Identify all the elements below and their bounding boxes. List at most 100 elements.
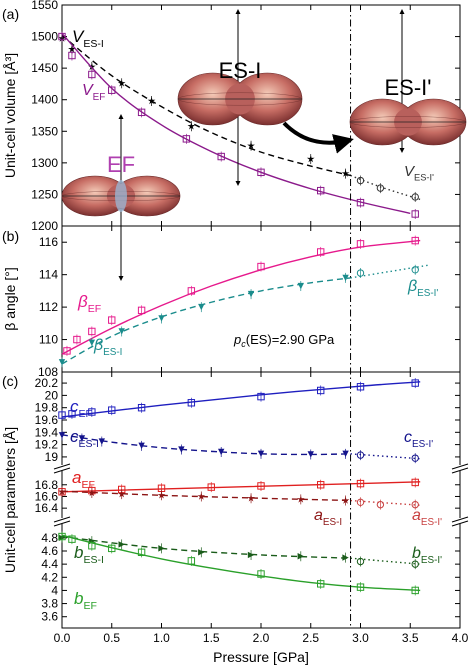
y-tick-label: 16.6 <box>35 489 59 503</box>
series-label-subscript: EF <box>83 600 97 612</box>
y-tick-label: 19.6 <box>35 413 59 427</box>
y-tick-label: 1450 <box>31 61 58 75</box>
inset-label-es1p: ES-I' <box>385 75 432 100</box>
ef-ring <box>115 180 127 212</box>
fit-line <box>350 499 421 506</box>
axis-break-gap <box>54 518 70 524</box>
series-label: VES-I <box>72 27 104 50</box>
x-tick-label: 3.5 <box>402 631 419 645</box>
x-tick-label: 2.0 <box>253 631 270 645</box>
series-b_ES-I' <box>350 556 421 570</box>
series-label-subscript: ES-I' <box>412 439 433 450</box>
series-label-subscript: ES-I <box>83 38 103 50</box>
series-beta_EF <box>61 235 421 356</box>
fit-line <box>61 239 421 355</box>
fit-line <box>61 490 351 502</box>
x-tick-label: 3.0 <box>352 631 369 645</box>
axis-break-mark <box>53 463 71 470</box>
series-label: cES-I <box>70 427 99 450</box>
transition-label-rest: (ES)=2.90 GPa <box>246 332 335 347</box>
series-label: βEF <box>77 292 102 315</box>
series-label-subscript: EF <box>93 92 106 103</box>
inset-es1: ES-I <box>177 9 303 186</box>
y-tick-label: 19 <box>45 450 59 464</box>
series-label-subscript: ES-I <box>79 438 99 450</box>
y-tick-label: 4.6 <box>41 544 58 558</box>
series-beta_ES-I <box>58 272 351 368</box>
series-c_ES-I' <box>350 450 421 464</box>
series-label-subscript: ES-I' <box>417 288 438 299</box>
x-tick-label: 1.0 <box>153 631 170 645</box>
y-tick-label: 110 <box>39 333 58 347</box>
series-b_EF <box>58 531 421 596</box>
y-tick-label: 19.2 <box>35 438 59 452</box>
axis-break-mark <box>451 467 469 474</box>
series-beta_ES-I' <box>350 264 431 279</box>
x-tick-label: 1.5 <box>203 631 220 645</box>
es1-ellipsoid <box>177 72 303 126</box>
axis-break-mark <box>53 520 71 527</box>
series-label: bES-I' <box>412 545 442 566</box>
y-tick-label: 4.4 <box>41 557 58 571</box>
x-tick-label: 0.0 <box>54 631 71 645</box>
series-c_ES-I <box>58 430 351 460</box>
y-tick-label: 1500 <box>31 30 58 44</box>
fit-line <box>61 534 421 592</box>
inset-label-ef: EF <box>107 152 135 177</box>
series-label: βES-I <box>93 337 122 358</box>
series-label: βES-I' <box>407 278 438 299</box>
series-label: VEF <box>82 82 105 103</box>
series-label-subscript: EF <box>79 408 93 420</box>
transformation-arrow <box>282 121 354 154</box>
x-tick-label: 4.0 <box>452 631 469 645</box>
fit-line <box>61 481 421 493</box>
y-tick-label: 1250 <box>31 187 58 201</box>
y-axis-label-b: β angle [°] <box>2 267 18 330</box>
panel-b: 108 110 112 114 116 (b) β angle [°] βEF βES-I βES… <box>2 225 461 379</box>
series-V_EF <box>58 31 419 220</box>
x-axis-label: Pressure [GPa] <box>213 649 309 665</box>
y-axis-label-c: Unit-cell parameters [Å] <box>2 427 18 573</box>
y-tick-label: 4 <box>51 583 58 597</box>
series-label-subscript: ES-I <box>323 517 342 528</box>
y-tick-label: 1200 <box>31 219 58 233</box>
ellipsoid-meridian <box>349 116 467 128</box>
y-tick-label: 20.2 <box>35 376 59 390</box>
fit-line <box>61 277 351 365</box>
y-tick-label: 3.6 <box>41 610 58 624</box>
series-label-subscript: ES-I <box>83 554 103 566</box>
y-tick-label: 3.8 <box>41 597 58 611</box>
axis-break-gap <box>452 518 468 524</box>
panel-label-c: (c) <box>2 373 18 389</box>
inset-ef: EF <box>61 114 181 281</box>
y-tick-label: 1350 <box>31 124 58 138</box>
y-tick-label: 19.4 <box>35 425 59 439</box>
series-label: cES-I' <box>404 429 433 450</box>
y-tick-label: 108 <box>38 365 58 379</box>
y-tick-label: 1400 <box>31 93 58 107</box>
series-label: bEF <box>74 589 97 612</box>
fit-line <box>61 434 351 456</box>
series-c_EF <box>58 378 421 421</box>
y-tick-label: 16.4 <box>35 501 59 515</box>
ellipsoid-meridian <box>177 92 303 106</box>
series-label: aES-I' <box>412 507 442 528</box>
x-tick-label: 2.5 <box>302 631 319 645</box>
fit-line <box>61 381 421 418</box>
fit-line <box>61 535 351 559</box>
y-tick-label: 4.2 <box>41 570 58 584</box>
series-label-subscript: ES-I' <box>421 555 442 566</box>
panel-c: 1919.219.419.619.82020.216.416.616.83.63… <box>2 371 469 665</box>
series-label-subscript: ES-I' <box>421 517 442 528</box>
y-tick-label: 1550 <box>31 0 58 12</box>
transition-label: pc(ES)=2.90 GPa <box>233 332 335 349</box>
series-a_ES-I' <box>350 497 421 510</box>
axis-break-mark <box>451 516 469 523</box>
transition-label-sub: c <box>241 339 246 349</box>
series-label: VES-I' <box>404 163 434 183</box>
axis-break-mark <box>53 467 71 474</box>
panel-label-b: (b) <box>2 228 19 244</box>
y-tick-label: 16.8 <box>35 478 59 492</box>
y-axis-label-a: Unit-cell volume [Å³] <box>2 53 18 178</box>
axis-break-gap <box>54 465 70 471</box>
